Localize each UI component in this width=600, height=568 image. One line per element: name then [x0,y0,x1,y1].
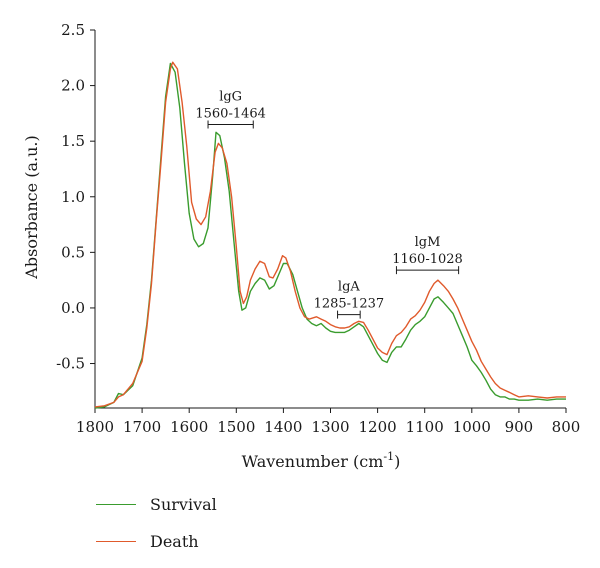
x-axis-title-superscript: -1 [383,450,394,463]
iga-range-label: 1285-1237 [314,297,385,312]
series-line-survival [94,62,566,409]
x-tick-label: 1000 [453,418,491,436]
x-axis-title-main: Wavenumber (cm [242,452,384,471]
x-tick-label: 1700 [123,418,161,436]
legend-swatch-survival [96,503,136,505]
x-tick-label: 1300 [311,418,349,436]
y-tick-label: 0.0 [61,299,85,317]
iga-label: lgA [338,280,360,295]
x-axis-title-close: ) [394,452,400,471]
y-axis-title: Absorbance (a.u.) [22,135,41,279]
igg-label: lgG [219,90,242,105]
y-tick-label: 0.5 [61,243,85,261]
y-tick-label: 2.5 [61,21,85,39]
legend-label-death: Death [150,531,199,551]
legend-item-death: Death [96,530,217,552]
y-tick-label: 1.5 [61,132,85,150]
igm-label: lgM [415,235,441,250]
igm-range-label: 1160-1028 [392,252,463,267]
x-axis-title: Wavenumber (cm-1) [242,450,401,471]
igg-range-label: 1560-1464 [195,107,266,122]
series-group [94,61,566,409]
axes: 1800 1700 1600 1500 1400 1300 1200 1100 1000 900 8… [56,21,580,436]
x-tick-label: 1500 [217,418,255,436]
x-tick-label: 1800 [76,418,114,436]
x-tick-label: 1100 [406,418,444,436]
series-line-death [94,61,566,408]
x-tick-label: 900 [505,418,534,436]
x-tick-label: 1200 [359,418,397,436]
legend: Survival Death [96,493,217,567]
legend-item-survival: Survival [96,493,217,515]
y-tick-label: 2.0 [61,77,85,95]
legend-label-survival: Survival [150,494,217,514]
legend-swatch-death [96,540,136,542]
annotation-group: 1560-1464 lgG 1285-1237 lgA 1160-1028 lgM [195,90,463,319]
x-tick-label: 1400 [264,418,302,436]
x-tick-label: 1600 [170,418,208,436]
x-tick-label: 800 [552,418,581,436]
y-tick-label: 1.0 [61,188,85,206]
spectrum-chart: 1800 1700 1600 1500 1400 1300 1200 1100 1000 900 8… [22,21,580,471]
y-tick-label: -0.5 [56,355,85,373]
